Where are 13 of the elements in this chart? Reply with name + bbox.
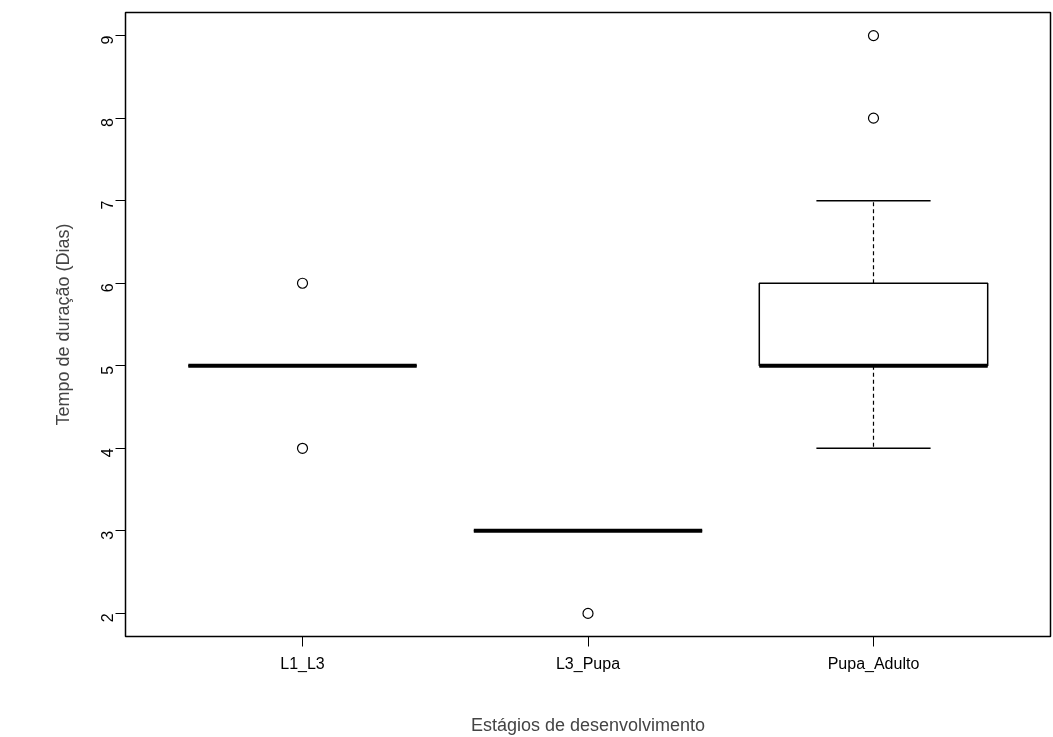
x-tick-label: L1_L3: [280, 654, 325, 673]
y-tick-label: 7: [99, 200, 117, 210]
x-tick-label: L3_Pupa: [555, 654, 621, 673]
y-tick-label: 6: [99, 283, 117, 293]
x-axis-title: Estágios de desenvolvimento: [470, 714, 706, 735]
y-axis-title: Tempo de duração (Dias): [52, 223, 73, 426]
y-tick-label: 3: [99, 530, 117, 540]
y-tick-label: 2: [99, 613, 117, 623]
y-tick-label: 9: [99, 35, 117, 45]
y-tick-label: 5: [99, 365, 117, 375]
y-tick-label: 4: [99, 448, 117, 458]
y-tick-label: 8: [99, 118, 117, 128]
x-tick-label: Pupa_Adulto: [827, 654, 920, 673]
